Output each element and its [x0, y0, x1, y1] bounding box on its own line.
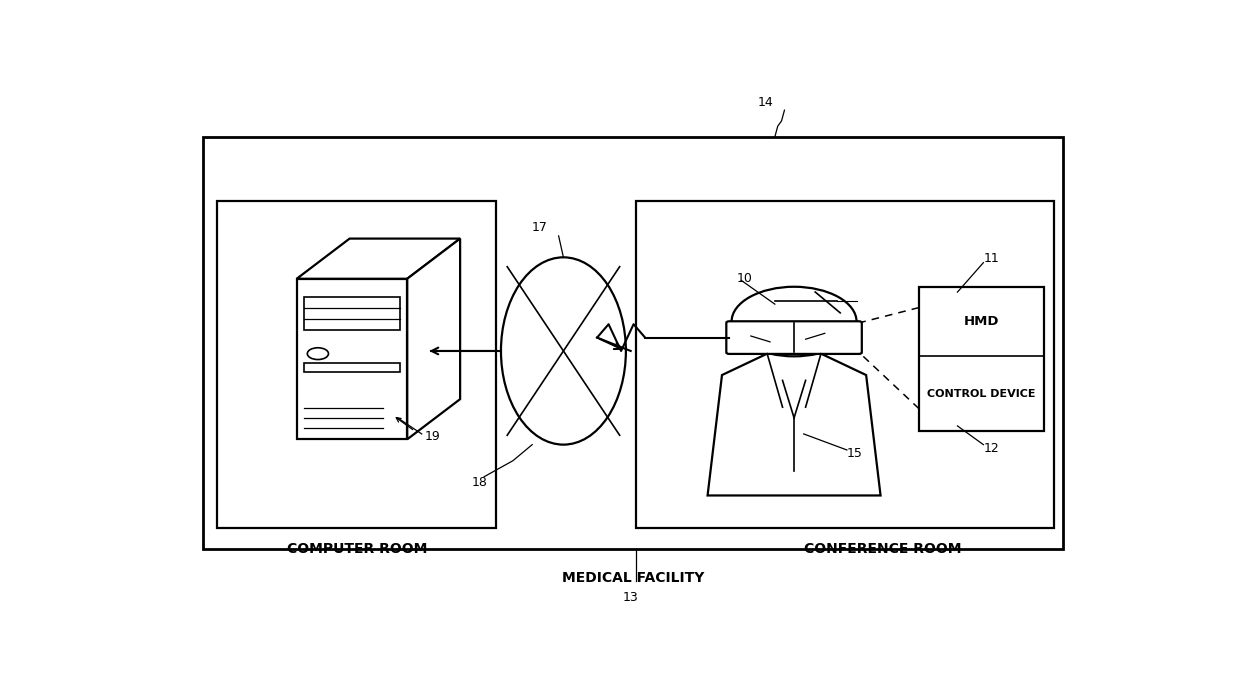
Bar	[305, 297, 399, 329]
Text: 11: 11	[983, 252, 999, 265]
Text: 14: 14	[758, 96, 773, 108]
Text: CONFERENCE ROOM: CONFERENCE ROOM	[805, 542, 962, 556]
Text: CONTROL DEVICE: CONTROL DEVICE	[928, 389, 1035, 399]
Circle shape	[732, 287, 857, 357]
Text: 12: 12	[983, 442, 999, 455]
Bar	[305, 363, 399, 373]
Text: 19: 19	[424, 430, 440, 443]
Text: 13: 13	[622, 591, 639, 604]
Polygon shape	[296, 279, 407, 439]
Text: 18: 18	[471, 475, 487, 489]
Ellipse shape	[501, 257, 626, 445]
Bar	[919, 287, 1044, 431]
Text: COMPUTER ROOM: COMPUTER ROOM	[286, 542, 427, 556]
Text: 10: 10	[737, 272, 753, 285]
Text: 17: 17	[532, 222, 547, 234]
Bar	[635, 201, 1054, 528]
Text: HMD: HMD	[963, 315, 999, 328]
Bar	[203, 137, 1063, 549]
Text: MEDICAL FACILITY: MEDICAL FACILITY	[562, 571, 704, 585]
Polygon shape	[407, 238, 460, 439]
Polygon shape	[296, 238, 460, 279]
Text: 15: 15	[847, 447, 863, 460]
Bar	[217, 201, 496, 528]
FancyBboxPatch shape	[727, 321, 862, 354]
Polygon shape	[708, 354, 880, 496]
